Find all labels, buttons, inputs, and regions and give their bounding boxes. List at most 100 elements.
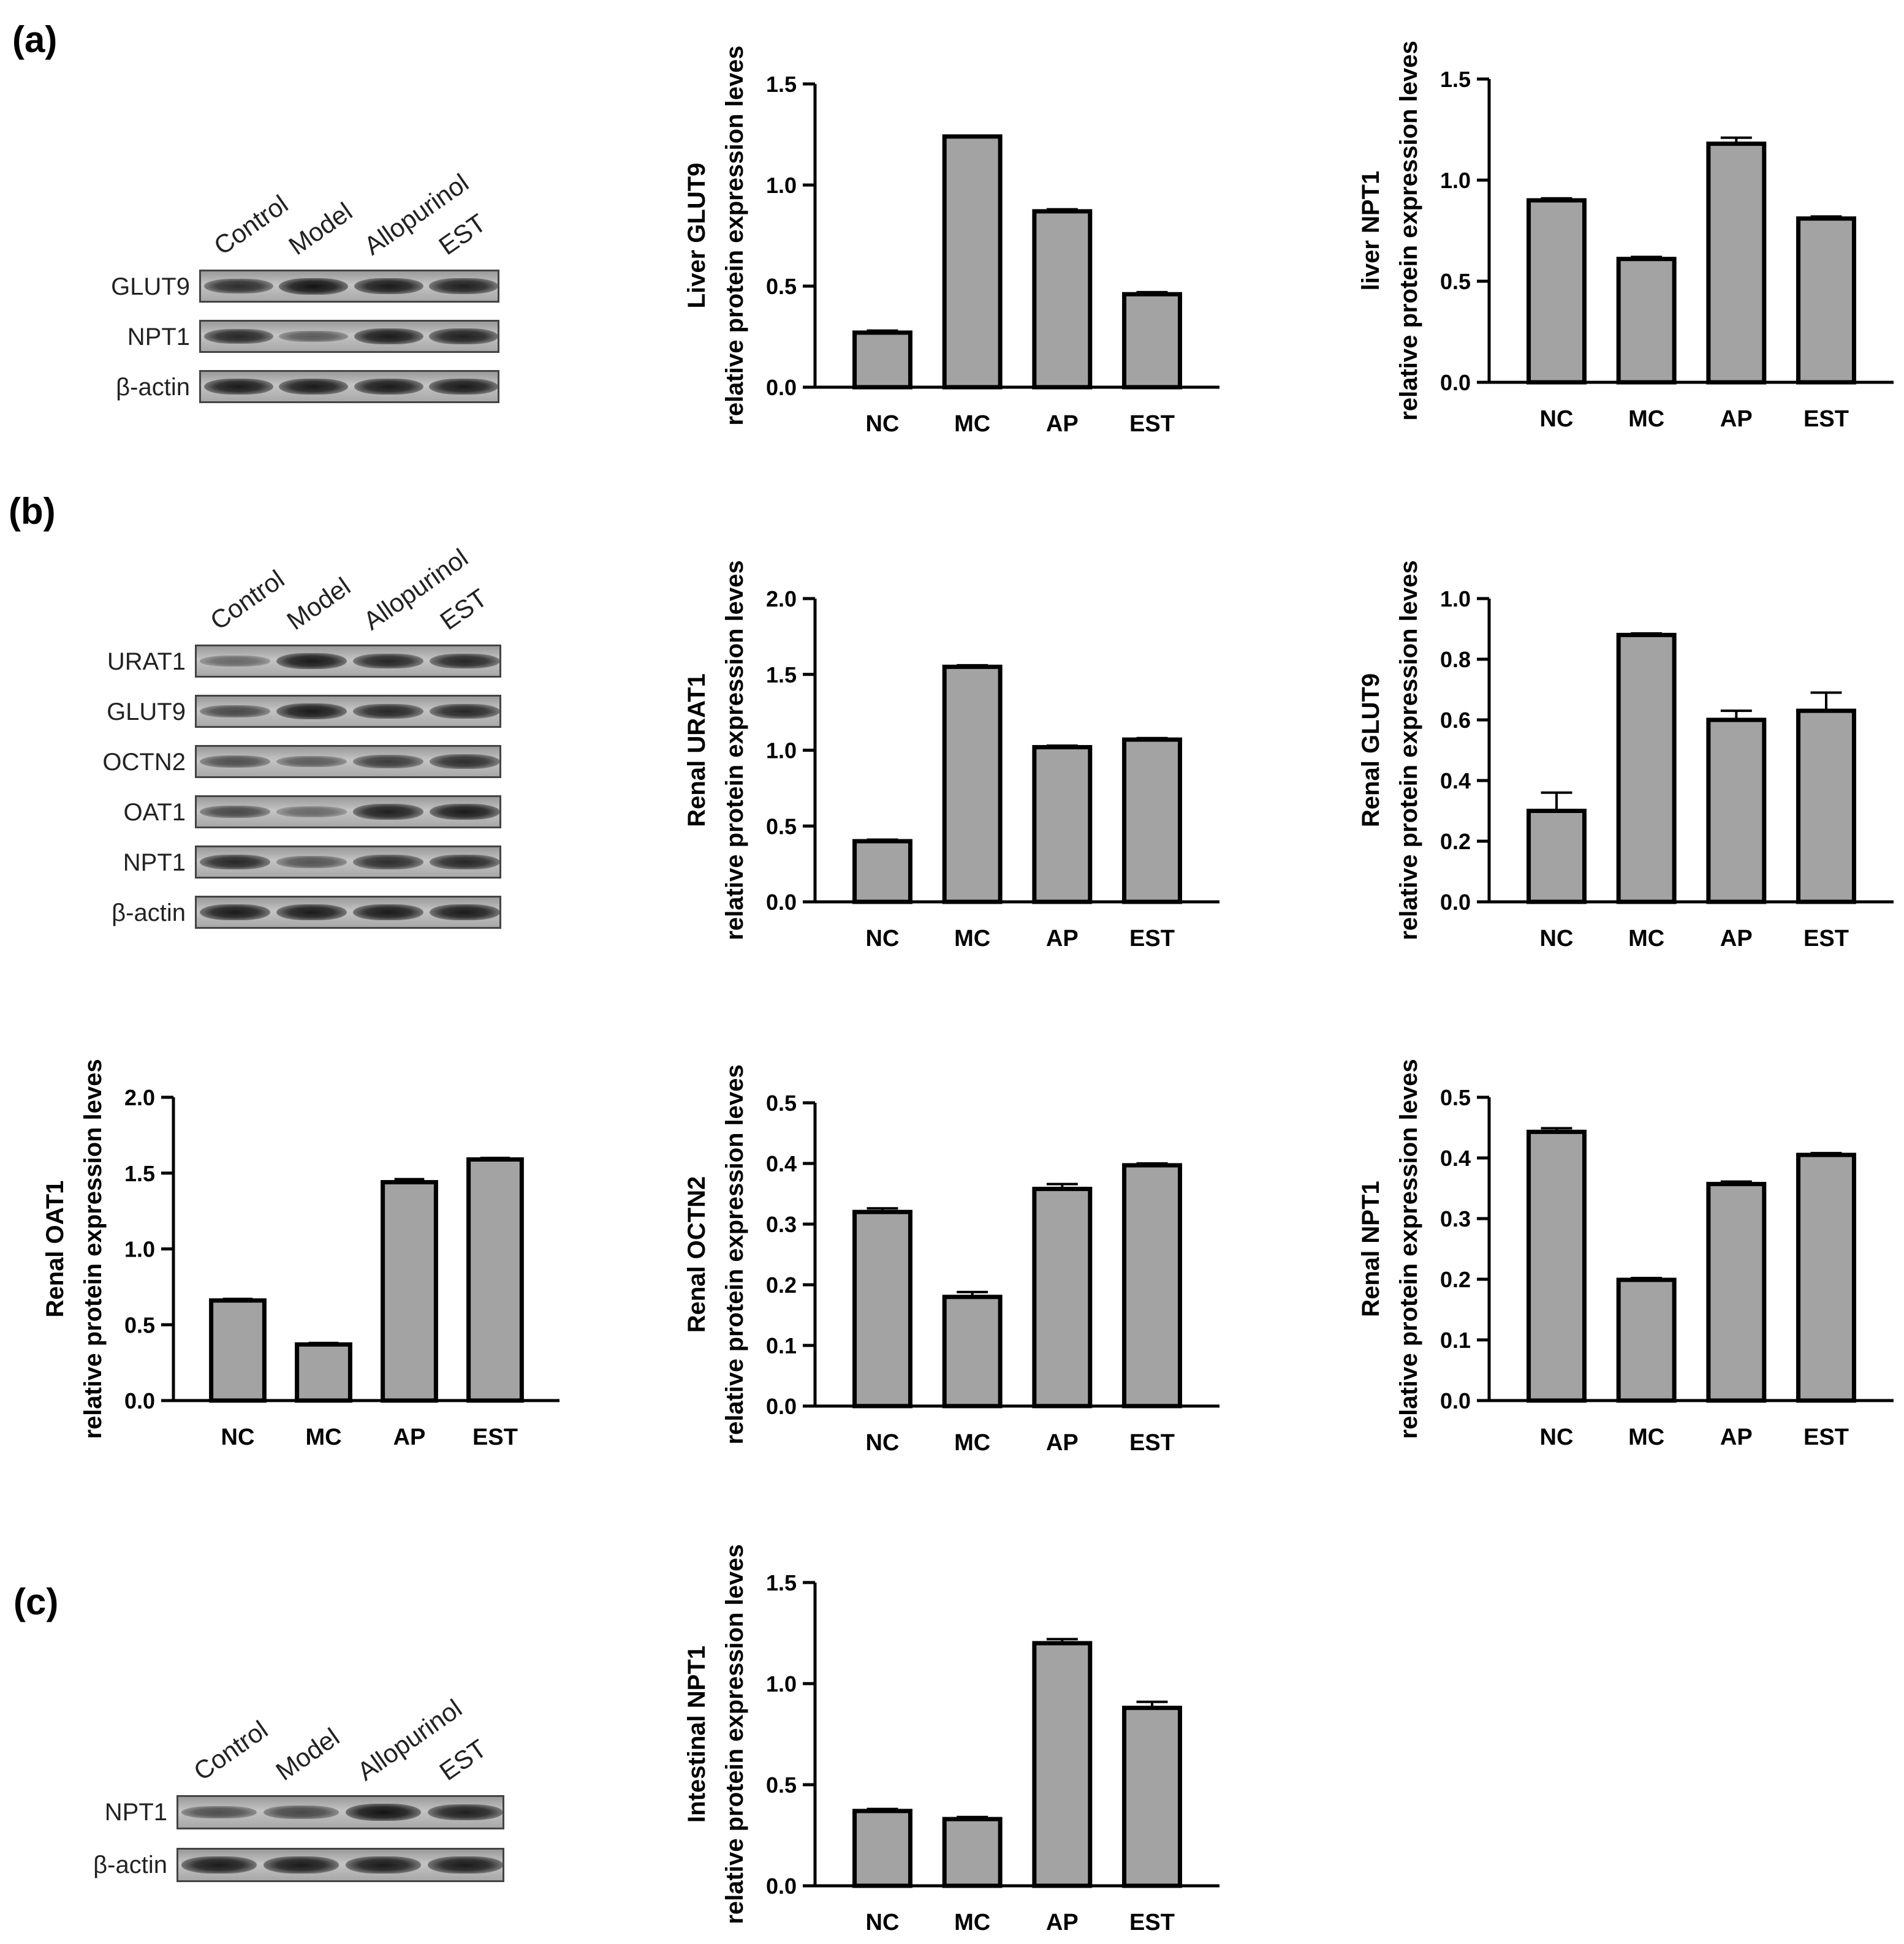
- x-tick-label: AP: [1046, 926, 1079, 951]
- y-tick-label: 0.0: [766, 890, 797, 915]
- y-tick-label: 0.0: [766, 1874, 797, 1899]
- y-axis-label: liver NPT1: [1357, 171, 1384, 291]
- x-tick-label: AP: [1046, 1910, 1079, 1935]
- blot-band: [354, 378, 423, 395]
- blot-band: [353, 653, 423, 669]
- y-tick-label: 0.4: [1440, 768, 1471, 793]
- blot-band: [427, 1856, 503, 1874]
- x-tick-label: NC: [1540, 926, 1574, 951]
- blot-strip: [176, 1848, 504, 1882]
- x-tick-label: AP: [1046, 1430, 1079, 1456]
- x-tick-label: AP: [1720, 406, 1753, 432]
- bar-est: [1122, 292, 1182, 390]
- y-axis-label: Renal URAT1: [683, 673, 710, 826]
- blot-band: [354, 328, 423, 345]
- bar-ap: [1032, 209, 1093, 390]
- blot-row-label: β-actin: [116, 374, 190, 401]
- blot-row-label: OCTN2: [102, 749, 186, 776]
- panel-label-c: (c): [13, 1581, 59, 1622]
- blot-band: [429, 378, 498, 395]
- x-tick-label: NC: [866, 1910, 900, 1935]
- blot-band: [430, 653, 499, 669]
- blot-strip: [195, 645, 501, 678]
- panel-label-a: (a): [12, 19, 58, 60]
- x-tick-label: NC: [866, 411, 900, 437]
- bar-mc: [1616, 632, 1677, 904]
- x-tick-label: MC: [1628, 406, 1664, 432]
- blot-band: [276, 652, 347, 670]
- bar-ap: [1032, 1641, 1093, 1888]
- blot-band: [276, 856, 347, 868]
- y-axis-label: relative protein expression leves: [1395, 560, 1422, 940]
- blot-band: [429, 328, 498, 344]
- y-tick-label: 0.2: [766, 1273, 797, 1298]
- y-tick-label: 0.0: [124, 1388, 155, 1413]
- bar-est: [1796, 1152, 1856, 1403]
- x-tick-label: EST: [1129, 1430, 1175, 1456]
- y-tick-label: 0.0: [1440, 370, 1471, 395]
- blot-band: [430, 703, 499, 719]
- bar-ap: [1706, 142, 1767, 385]
- y-tick-label: 1.0: [766, 738, 797, 763]
- y-axis-label: relative protein expression leves: [80, 1059, 107, 1439]
- blot-band: [264, 1856, 339, 1874]
- x-tick-label: MC: [954, 926, 990, 951]
- bar-nc: [852, 1809, 912, 1888]
- y-axis-label: Liver GLUT9: [683, 163, 710, 309]
- blot-band: [427, 1804, 503, 1821]
- y-tick-label: 0.4: [766, 1151, 797, 1176]
- bar-nc: [1527, 1129, 1587, 1403]
- blot-band: [345, 1804, 421, 1821]
- blot-strip: [195, 695, 501, 728]
- blot-strip: [195, 795, 501, 828]
- blot-band: [200, 755, 270, 768]
- y-tick-label: 0.5: [766, 814, 797, 839]
- bar-nc: [209, 1298, 267, 1403]
- blot-band: [264, 1806, 339, 1819]
- y-tick-label: 1.5: [766, 72, 797, 97]
- y-tick-label: 0.2: [1440, 1267, 1471, 1292]
- y-tick-label: 1.5: [766, 1570, 797, 1595]
- x-tick-label: MC: [954, 411, 990, 437]
- y-tick-label: 0.0: [766, 375, 797, 400]
- y-axis-label: Renal GLUT9: [1357, 673, 1384, 827]
- blot-band: [181, 1856, 257, 1874]
- blot-row-label: β-actin: [93, 1851, 167, 1878]
- y-tick-label: 1.5: [766, 662, 797, 687]
- y-axis-label: Renal NPT1: [1357, 1181, 1384, 1317]
- blot-band: [353, 904, 423, 921]
- x-tick-label: EST: [1129, 411, 1175, 437]
- bar-nc: [852, 839, 912, 904]
- y-tick-label: 0.5: [1440, 1085, 1471, 1110]
- blot-row-label: NPT1: [127, 323, 190, 350]
- blot-band: [276, 755, 347, 768]
- y-tick-label: 0.1: [1440, 1328, 1471, 1353]
- y-tick-label: 0.5: [766, 1772, 797, 1798]
- bar-ap: [381, 1180, 438, 1403]
- blot-band: [200, 904, 270, 921]
- blot-band: [276, 703, 347, 720]
- x-tick-label: AP: [393, 1424, 426, 1450]
- blot-band: [353, 703, 423, 719]
- bar-ap: [1032, 745, 1093, 904]
- blot-band: [181, 1806, 257, 1819]
- x-tick-label: EST: [1803, 926, 1849, 951]
- blot-row-label: URAT1: [107, 648, 186, 675]
- bar-est: [466, 1157, 524, 1403]
- blot-row-label: OAT1: [123, 799, 186, 826]
- blot-band: [276, 806, 347, 817]
- y-tick-label: 0.0: [1440, 890, 1471, 915]
- y-tick-label: 2.0: [766, 586, 797, 611]
- blot-strip: [195, 745, 501, 778]
- blot-band: [430, 754, 499, 769]
- y-axis-label: relative protein expression leves: [721, 560, 748, 940]
- x-tick-label: EST: [1803, 406, 1849, 432]
- x-tick-label: EST: [1129, 926, 1175, 951]
- y-tick-label: 1.0: [1440, 168, 1471, 193]
- y-tick-label: 1.0: [766, 1671, 797, 1696]
